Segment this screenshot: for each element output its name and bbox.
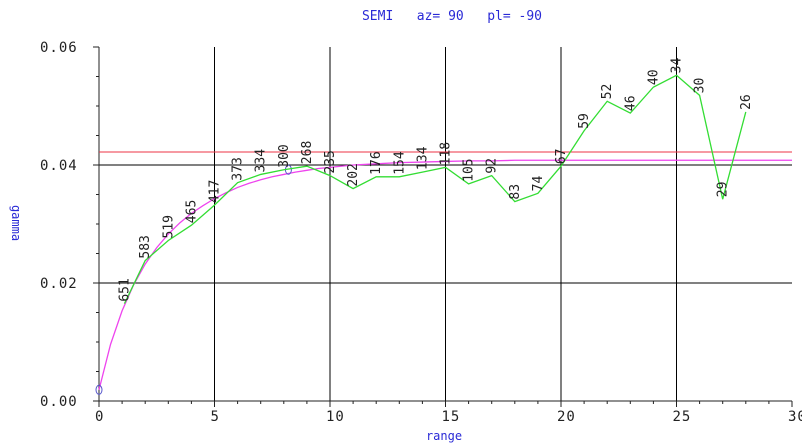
pair-count-label: 105	[462, 158, 477, 181]
pair-count-label: 268	[300, 141, 315, 164]
x-tick-label: 25	[673, 409, 692, 425]
pair-count-label: 235	[323, 150, 338, 173]
pair-count-label: 373	[231, 157, 246, 180]
pair-count-label: 118	[439, 142, 454, 165]
pair-count-label: 154	[392, 151, 407, 175]
y-tick-label: 0.00	[40, 394, 78, 410]
pair-count-label: 176	[369, 151, 384, 174]
model-variogram-line	[98, 159, 792, 390]
series-group: 651 583 519 465 417 373 334 300 268 235 202 176 154 1…	[95, 57, 792, 395]
y-tick-label: 0.06	[40, 40, 78, 56]
x-tick-label: 0	[95, 409, 104, 425]
pair-count-label: 300	[277, 144, 292, 167]
chart-title: SEMI az= 90 pl= -90	[362, 9, 542, 24]
pair-count-label: 34	[670, 57, 685, 73]
pair-count-label: 52	[600, 84, 615, 100]
pair-count-label: 134	[415, 146, 430, 170]
pair-count-label: 46	[623, 95, 638, 111]
pair-count-label: 417	[208, 180, 223, 203]
x-tick-label: 10	[326, 409, 345, 425]
y-tick-label: 0.02	[40, 276, 78, 292]
pair-count-label: 202	[346, 163, 361, 186]
axes-frame	[93, 46, 793, 407]
pair-count-label: 40	[646, 69, 661, 85]
grid	[99, 47, 792, 401]
x-tick-label: 30	[788, 409, 802, 425]
model-marker	[95, 384, 103, 395]
pair-count-label: 29	[716, 182, 731, 198]
x-axis-label: range	[426, 429, 462, 443]
pair-count-label: 465	[184, 200, 199, 223]
pair-count-label: 92	[485, 158, 500, 174]
pair-count-label: 519	[161, 215, 176, 238]
experimental-variogram-line	[123, 74, 747, 304]
tick-labels: 0 5 10 15 20 25 30 0.00 0.02 0.04 0.06	[40, 40, 802, 425]
pair-count-label: 67	[554, 149, 569, 165]
y-axis-label: gamma	[9, 205, 23, 241]
pair-count-label: 30	[693, 78, 708, 94]
pair-count-label: 59	[577, 113, 592, 129]
x-tick-label: 20	[557, 409, 576, 425]
pair-count-label: 334	[254, 149, 269, 173]
pair-count-label: 83	[508, 184, 523, 200]
x-tick-label: 5	[211, 409, 220, 425]
pair-count-label: 26	[739, 94, 754, 110]
y-tick-label: 0.04	[40, 158, 78, 174]
pair-count-label: 583	[138, 235, 153, 258]
x-tick-label: 15	[442, 409, 461, 425]
pair-count-label: 74	[531, 175, 546, 191]
pair-count-label: 651	[117, 278, 132, 301]
